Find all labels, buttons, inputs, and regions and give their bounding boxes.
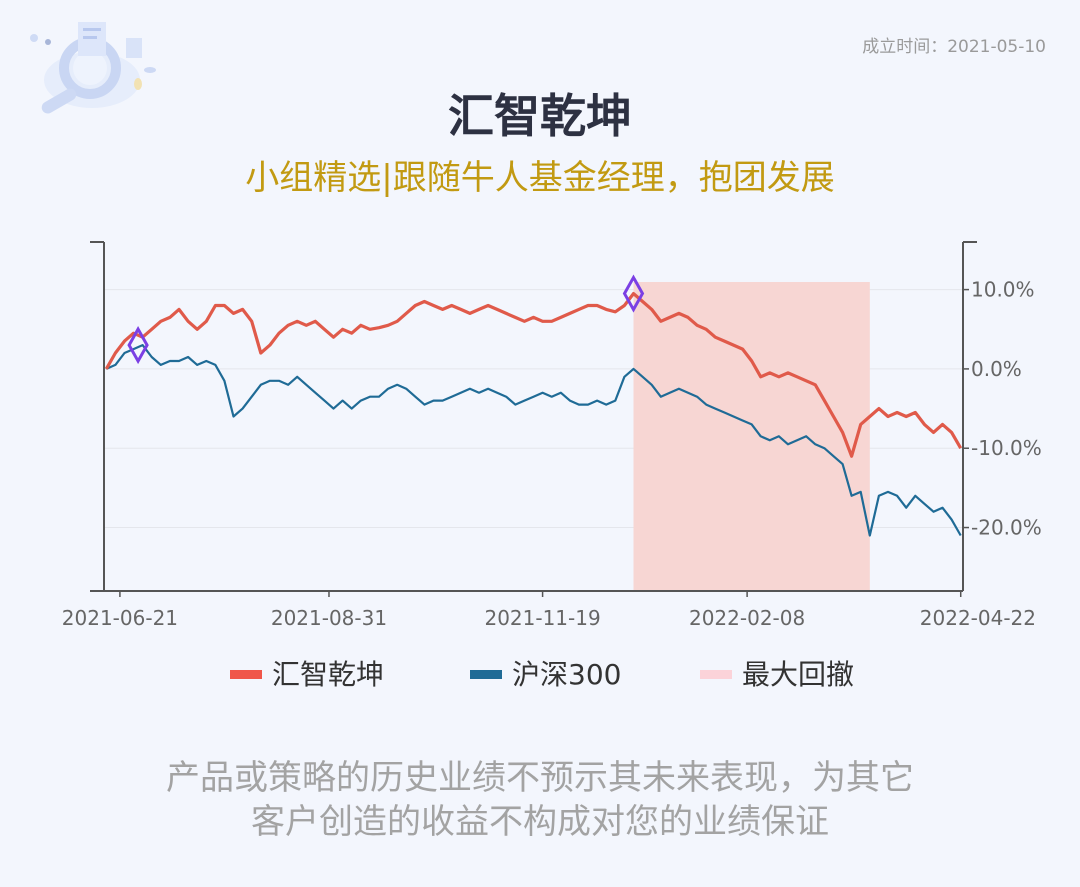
y-tick-label: -10.0% [971,436,1042,460]
y-tick-label: 0.0% [971,357,1022,381]
magnifier-illustration [20,10,170,129]
y-tick-label: -20.0% [971,516,1042,540]
x-tick-label: 2021-06-21 [62,606,178,630]
x-tick-label: 2022-04-22 [920,606,1036,630]
disclaimer-line-2: 客户创造的收益不构成对您的业绩保证 [251,802,829,842]
benchmark-line [105,344,962,537]
x-tick-label: 2021-11-19 [484,606,600,630]
legend-label: 沪深300 [512,658,621,691]
legend-swatch [700,670,732,679]
legend-label: 汇智乾坤 [272,658,384,691]
fund-subtitle: 小组精选|跟随牛人基金经理，抱团发展 [245,158,835,198]
disclaimer-line-1: 产品或策略的历史业绩不预示其未来表现，为其它 [166,758,914,798]
legend-label: 最大回撤 [742,658,854,691]
peak-marker [622,274,645,313]
max-drawdown-area [633,282,870,591]
y-tick-label: 10.0% [971,278,1035,302]
x-tick-label: 2021-08-31 [271,606,387,630]
legend-swatch [470,670,502,679]
fund-title: 汇智乾坤 [448,89,632,143]
peak-marker [127,326,149,365]
established-date: 成立时间：2021-05-10 [862,37,1046,57]
performance-chart: 10.0% 0.0% -10.0% -20.0% 2021-06-21 2021-08-3… [62,241,1042,691]
legend-swatch [230,670,262,679]
disclaimer: 产品或策略的历史业绩不预示其未来表现，为其它 客户创造的收益不构成对您的业绩保证 [0,756,1080,844]
fund-line [104,292,963,458]
x-tick-label: 2022-02-08 [689,606,805,630]
